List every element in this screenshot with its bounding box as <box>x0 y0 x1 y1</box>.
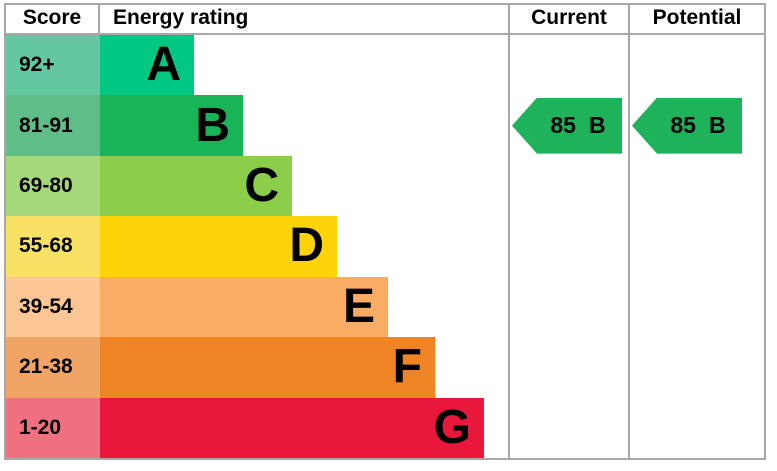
score-range-f: 21-38 <box>6 337 100 398</box>
header-score: Score <box>6 5 100 33</box>
score-range-g: 1-20 <box>6 397 100 458</box>
score-range-d: 55-68 <box>6 216 100 277</box>
band-bar-f: F <box>100 337 435 398</box>
score-range-c: 69-80 <box>6 155 100 217</box>
score-range-a: 92+ <box>6 35 100 96</box>
score-range-b: 81-91 <box>6 95 100 156</box>
band-row-d: 55-68 D <box>6 216 508 277</box>
band-row-g: 1-20 G <box>6 397 508 458</box>
band-row-c: 69-80 C <box>6 155 508 217</box>
potential-rating-arrow: 85 B <box>632 97 742 154</box>
band-row-f: 21-38 F <box>6 337 508 398</box>
current-rating-value: 85 <box>550 112 576 139</box>
potential-column: 85 B <box>628 35 764 458</box>
epc-table: Score Energy rating Current Potential 92… <box>4 3 766 460</box>
chart-body: 92+ A 81-91 B 69-80 C 55-68 D 39-54 E 21-38 F 1-20 G … <box>6 35 764 458</box>
potential-rating-band: B <box>708 112 726 139</box>
header-current: Current <box>508 5 628 33</box>
band-rows: 92+ A 81-91 B 69-80 C 55-68 D 39-54 E 21-38 F 1-20 G <box>6 35 508 458</box>
band-bar-b: B <box>100 95 243 156</box>
band-row-e: 39-54 E <box>6 276 508 338</box>
header-potential: Potential <box>628 5 764 33</box>
potential-rating-value: 85 <box>670 112 696 139</box>
band-bar-c: C <box>100 155 292 217</box>
header-row: Score Energy rating Current Potential <box>6 5 764 35</box>
band-row-a: 92+ A <box>6 35 508 96</box>
score-range-e: 39-54 <box>6 276 100 338</box>
current-column: 85 B <box>508 35 628 458</box>
current-rating-arrow: 85 B <box>512 97 622 154</box>
band-bar-a: A <box>100 35 194 96</box>
header-energy-rating: Energy rating <box>113 6 249 29</box>
band-bar-d: D <box>100 216 337 277</box>
band-bar-e: E <box>100 276 388 338</box>
band-row-b: 81-91 B <box>6 95 508 156</box>
band-bar-g: G <box>100 397 484 458</box>
current-rating-band: B <box>588 112 606 139</box>
